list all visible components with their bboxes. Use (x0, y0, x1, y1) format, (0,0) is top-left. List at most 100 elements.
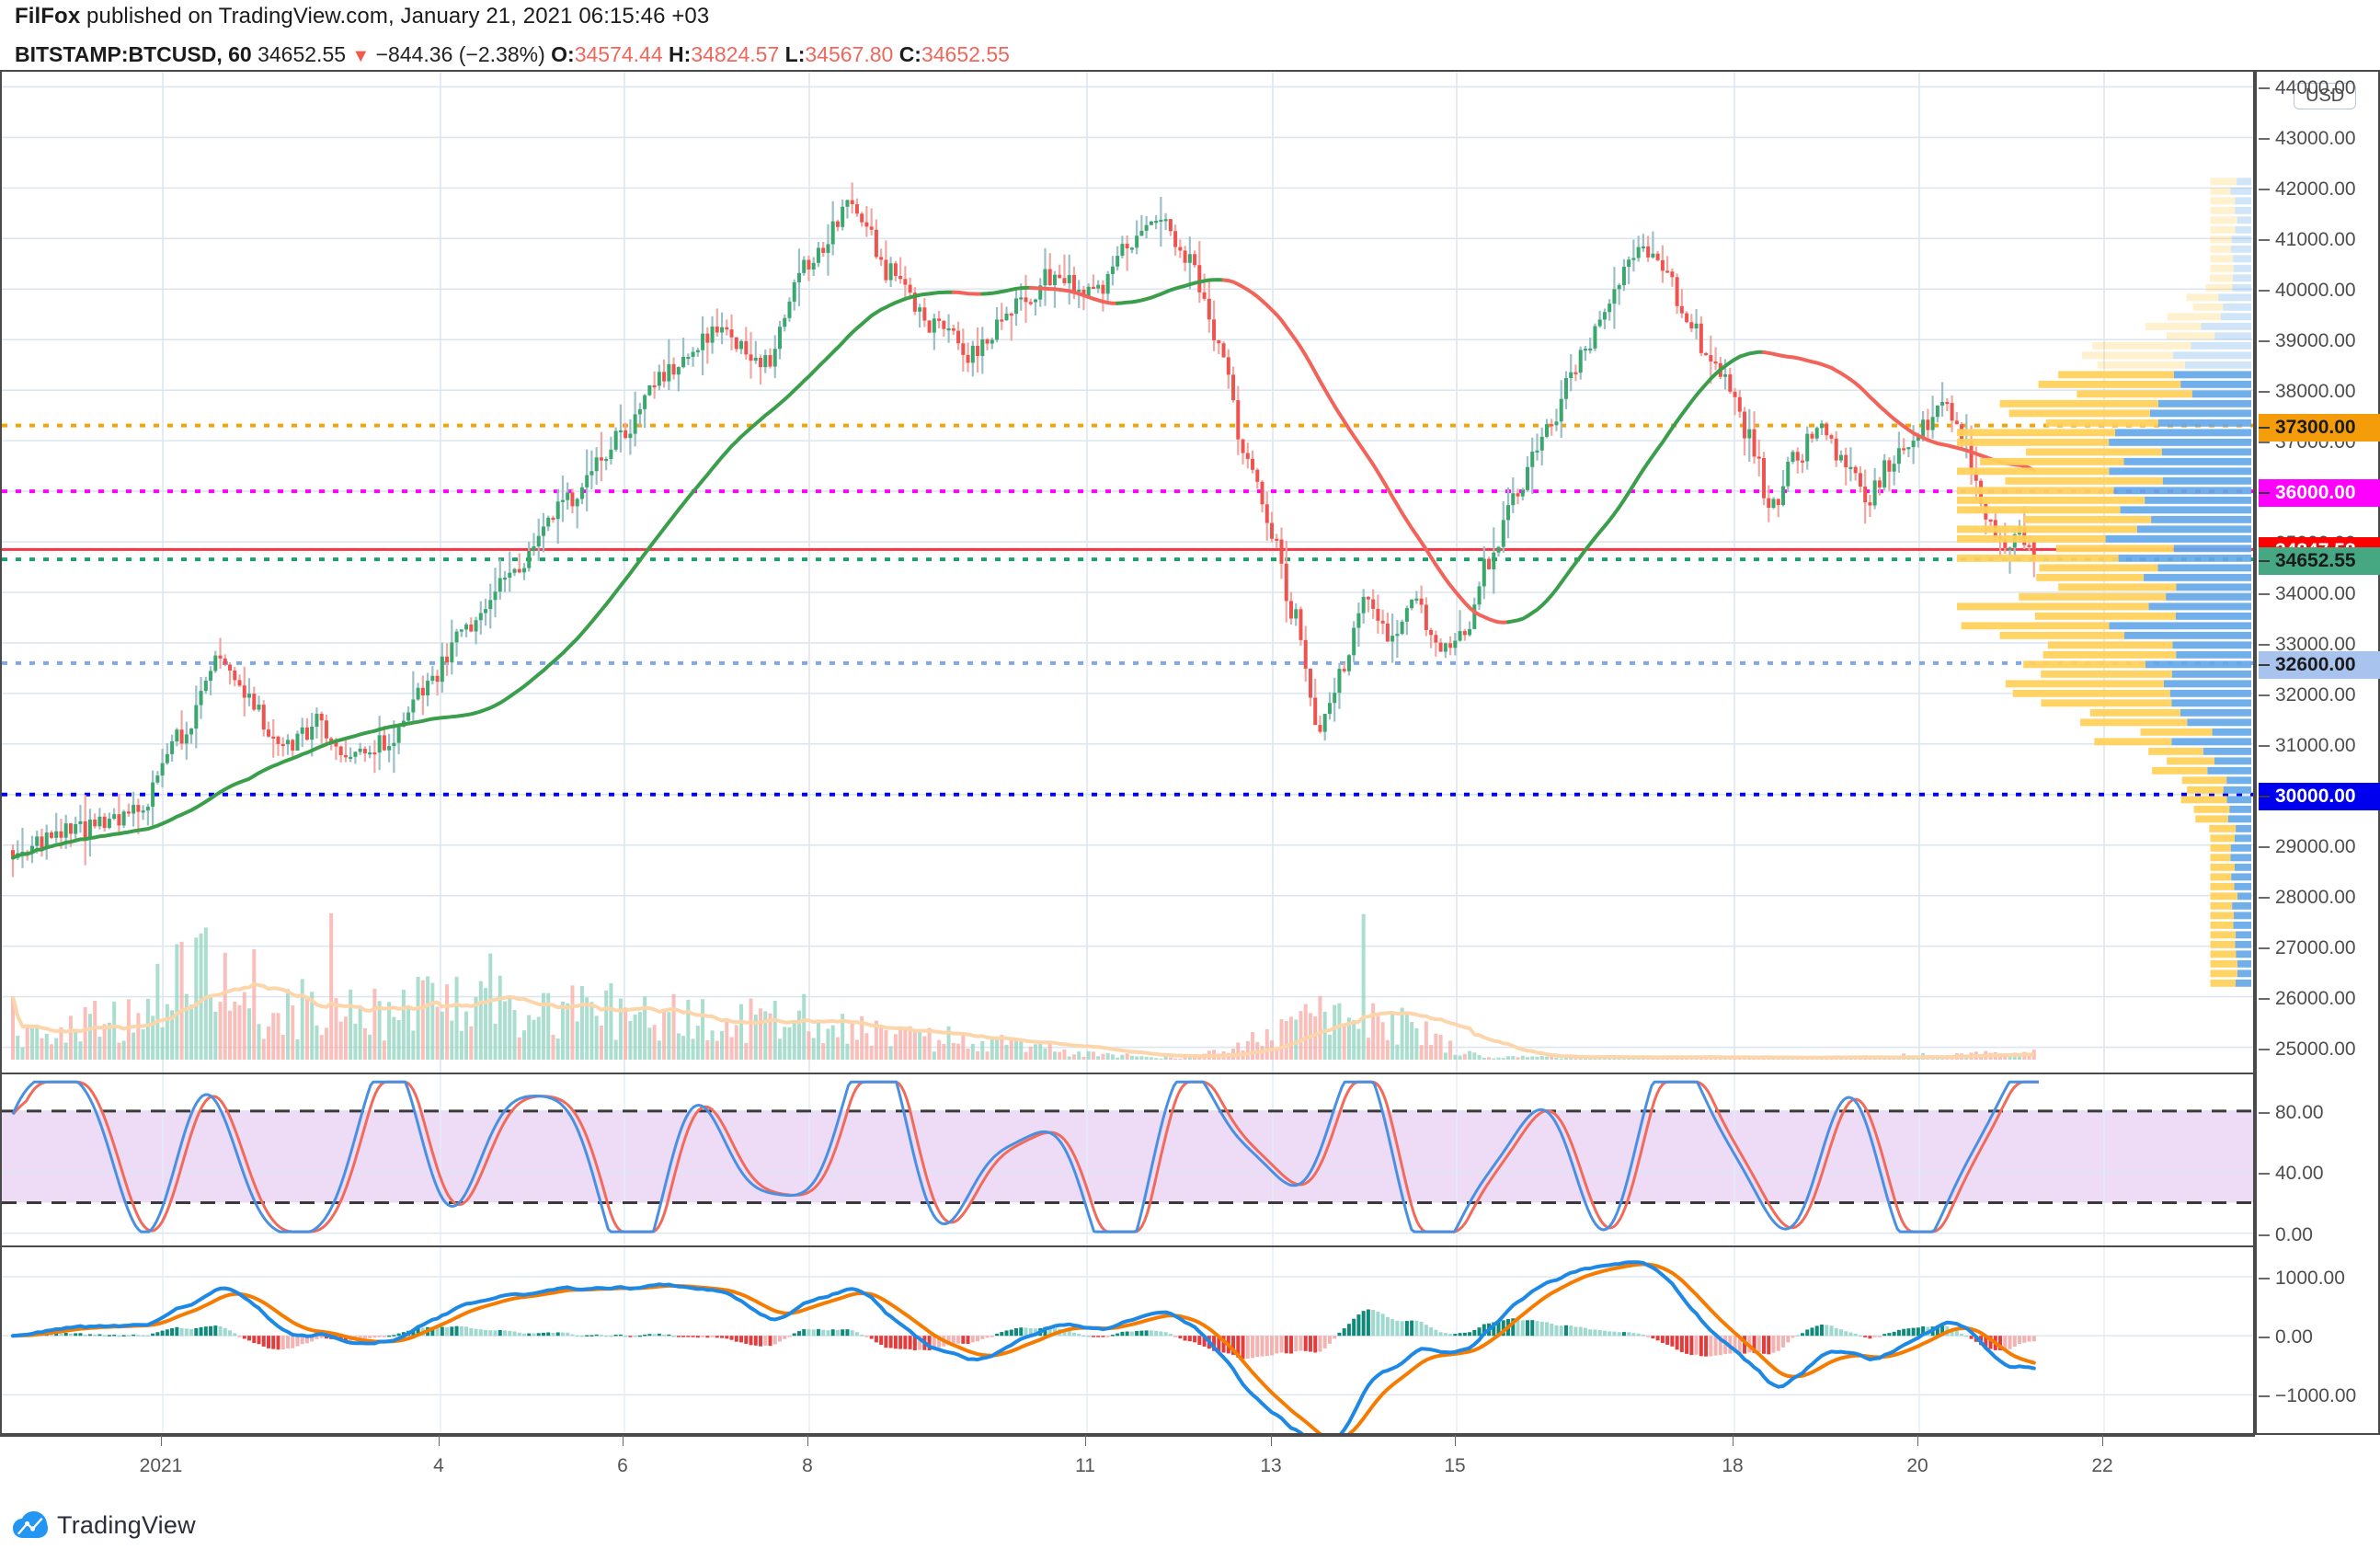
publish-line: FilFox published on TradingView.com, Jan… (15, 4, 709, 29)
tick-mark (2259, 138, 2270, 141)
low-value: 34567.80 (805, 42, 894, 66)
price-change: −844.36 (−2.38%) (375, 42, 545, 66)
tradingview-cloud-icon (13, 1511, 48, 1539)
volume-bars (11, 912, 2036, 1060)
tick-mark (2259, 290, 2270, 293)
time-tick-mark (1733, 1435, 1734, 1446)
tick-label: 80.00 (2275, 1101, 2324, 1123)
badge-label: 30000.00 (2275, 785, 2356, 807)
stochastic-band (2, 1110, 2253, 1203)
tick-label: 0.00 (2275, 1223, 2313, 1245)
time-tick-label: 11 (1075, 1455, 1095, 1476)
time-tick-label: 20 (1906, 1455, 1928, 1476)
price-level-badge[interactable]: 30000.00 (2259, 782, 2380, 810)
tick-mark (2259, 340, 2270, 343)
macd-signal-line (11, 1262, 2036, 1433)
time-tick-label: 8 (802, 1455, 813, 1476)
time-tick-mark (2102, 1435, 2103, 1446)
tick-mark (2259, 1337, 2270, 1339)
close-label: C: (898, 42, 921, 66)
tick-label: 32000.00 (2275, 683, 2356, 706)
footer-branding: TradingView (13, 1505, 196, 1545)
tick-label: 33000.00 (2275, 633, 2356, 655)
time-tick-mark (439, 1435, 440, 1446)
tick-label: 44000.00 (2275, 77, 2356, 99)
tick-label: 25000.00 (2275, 1038, 2356, 1060)
moving-average-line (1221, 278, 1510, 625)
time-tick-mark (807, 1435, 808, 1446)
price-level-badge[interactable]: 32600.00 (2259, 650, 2380, 679)
tick-label: 29000.00 (2275, 835, 2356, 857)
price-axis[interactable]: USD 44000.00 43000.00 42000.00 41000.00 4000… (2255, 70, 2380, 1435)
time-tick-mark (623, 1435, 624, 1446)
tick-mark (2259, 643, 2270, 646)
moving-average-line (1506, 350, 1766, 625)
time-tick-mark (1917, 1435, 1918, 1446)
price-level-badge[interactable]: 34652.55 (2259, 547, 2380, 576)
badge-tick (2259, 560, 2270, 563)
time-axis-line (0, 1435, 2255, 1437)
time-tick-label: 2021 (139, 1455, 183, 1476)
tick-label: 41000.00 (2275, 229, 2356, 251)
tick-mark (2259, 592, 2270, 595)
time-tick-label: 13 (1260, 1455, 1282, 1476)
moving-average-line (1116, 278, 1226, 305)
price-level-badge[interactable]: 37300.00 (2259, 413, 2380, 442)
high-value: 34824.57 (691, 42, 780, 66)
tick-mark (2259, 947, 2270, 949)
tick-mark (2259, 1395, 2270, 1398)
badge-label: 36000.00 (2275, 482, 2356, 504)
change-direction-icon: ▼ (351, 46, 371, 66)
tick-label: 26000.00 (2275, 987, 2356, 1009)
macd-pane[interactable] (0, 1245, 2255, 1435)
tick-label: 39000.00 (2275, 330, 2356, 352)
moving-average-line (980, 285, 1033, 296)
tick-label: 0.00 (2275, 1326, 2313, 1348)
tick-mark (2259, 87, 2270, 90)
tick-label: 1000.00 (2275, 1268, 2345, 1290)
tick-mark (2259, 391, 2270, 394)
close-value: 34652.55 (921, 42, 1010, 66)
badge-tick (2259, 795, 2270, 797)
tick-mark (2259, 1173, 2270, 1176)
tick-mark (2259, 1048, 2270, 1050)
tick-label: −1000.00 (2275, 1385, 2357, 1407)
price-pane[interactable] (0, 70, 2255, 1073)
tick-mark (2259, 1233, 2270, 1236)
badge-label: 37300.00 (2275, 416, 2356, 438)
stochastic-d-line (11, 1080, 2039, 1233)
stochastic-pane[interactable] (0, 1073, 2255, 1245)
tick-mark (2259, 239, 2270, 242)
tick-mark (2259, 744, 2270, 747)
tradingview-wordmark: TradingView (57, 1510, 196, 1539)
symbol-legend: BITSTAMP:BTCUSD, 60 34652.55 ▼ −844.36 (… (15, 42, 1010, 67)
candlesticks (11, 182, 2036, 878)
open-value: 34574.44 (574, 42, 663, 66)
tick-label: 27000.00 (2275, 936, 2356, 958)
tick-mark (2259, 442, 2270, 444)
time-tick-mark (1455, 1435, 1456, 1446)
low-label: L: (784, 42, 806, 66)
price-level-badge[interactable]: 36000.00 (2259, 479, 2380, 508)
tick-mark (2259, 189, 2270, 191)
tick-mark (2259, 896, 2270, 899)
tick-label: 28000.00 (2275, 886, 2356, 908)
tick-label: 34000.00 (2275, 582, 2356, 604)
currency-chip[interactable]: USD (2294, 83, 2357, 109)
time-tick-mark (1271, 1435, 1272, 1446)
badge-label: 32600.00 (2275, 653, 2356, 675)
tick-mark (2259, 997, 2270, 1000)
stochastic-plot (2, 1074, 2253, 1245)
tick-label: 43000.00 (2275, 128, 2356, 150)
symbol-label[interactable]: BITSTAMP:BTCUSD, 60 (15, 42, 252, 66)
time-axis[interactable]: 2021 4 6 8 11 13 15 18 20 22 (0, 1435, 2380, 1490)
volume-profile (1957, 178, 2251, 987)
badge-tick (2259, 426, 2270, 429)
tick-label: 31000.00 (2275, 734, 2356, 756)
tick-label: 42000.00 (2275, 178, 2356, 201)
price-plot (2, 72, 2253, 1073)
stochastic-k-line (11, 1080, 2039, 1233)
badge-tick (2259, 492, 2270, 495)
volume-ma-line (11, 981, 2034, 1060)
time-tick-label: 18 (1722, 1455, 1744, 1476)
